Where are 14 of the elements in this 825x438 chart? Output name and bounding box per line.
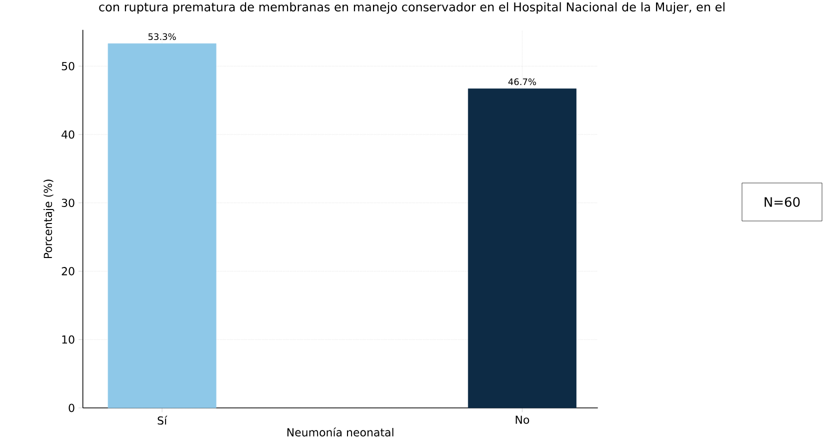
text: N=60 xyxy=(764,197,800,207)
data-label: 53.3% xyxy=(148,33,176,40)
y-tick-label: 0 xyxy=(68,404,74,412)
x-tick-label: No xyxy=(516,416,530,424)
data-label: 46.7% xyxy=(508,78,536,86)
y-tick-label: 20 xyxy=(62,267,74,276)
y-axis-title: Porcentaje (%) xyxy=(44,180,54,258)
y-tick-label: 30 xyxy=(62,198,74,208)
x-axis-title: Neumonía neonatal xyxy=(287,428,394,436)
y-tick-label: 40 xyxy=(62,130,74,139)
x-tick-label: Sí xyxy=(158,416,168,425)
chart-title: con ruptura prematura de membranas en manejo conservador en el Hospital Nacional de la Mujer, en el xyxy=(99,2,724,14)
y-tick-label: 10 xyxy=(62,335,74,344)
y-tick-label: 50 xyxy=(62,62,74,70)
